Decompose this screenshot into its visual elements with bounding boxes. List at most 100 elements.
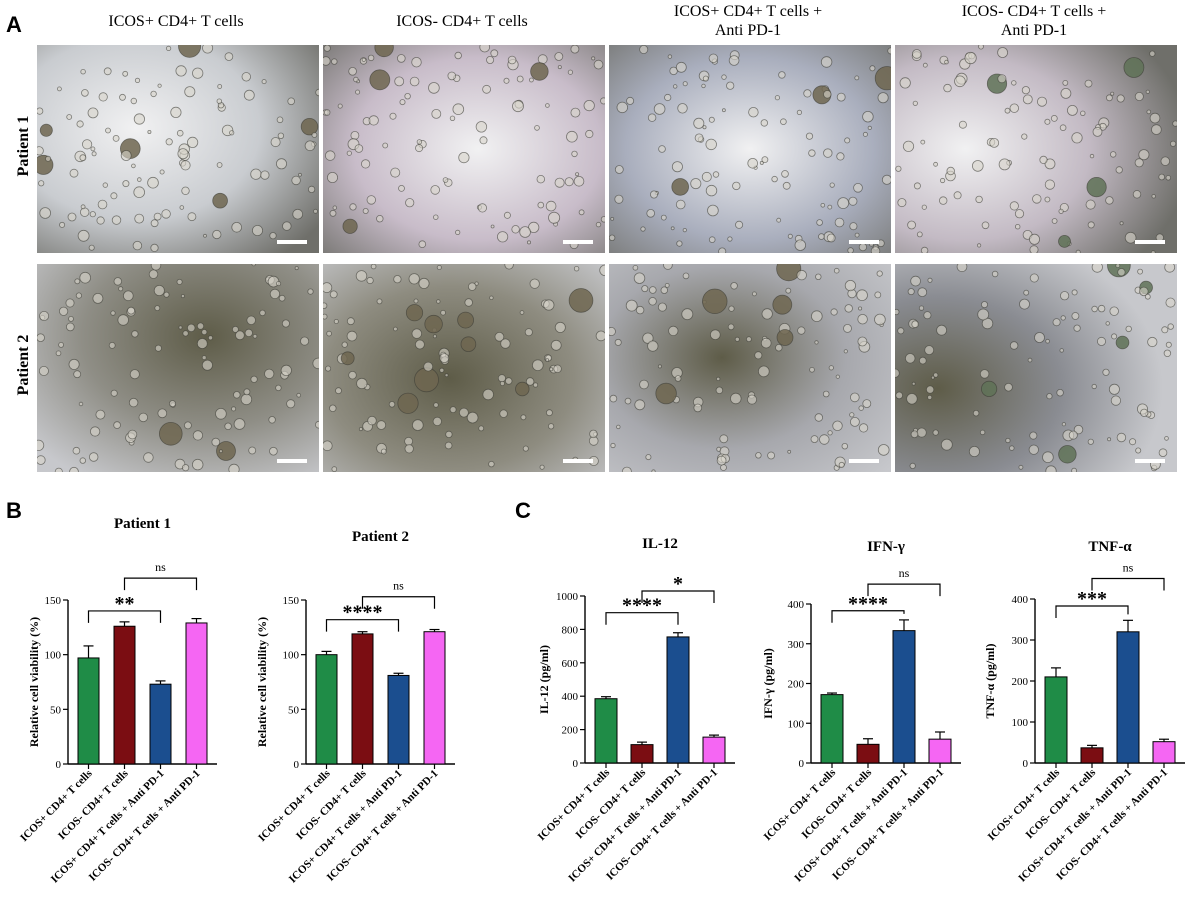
bar [351,633,374,765]
bar [1044,676,1068,764]
significance-label: *** [1077,588,1107,610]
column-header-3-line-2: Anti PD-1 [714,22,782,39]
chart-title: IFN-γ [867,539,905,555]
scale-bar [277,240,307,244]
significance-label: * [673,573,683,595]
bar [856,743,880,764]
micrograph-patient1-icos-neg-antipd1 [895,45,1177,253]
y-tick-label: 400 [1012,594,1029,606]
bar [928,738,952,764]
scale-bar [277,459,307,463]
bar [387,674,410,765]
y-tick-label: 0 [1023,758,1029,770]
y-tick-label: 150 [283,595,300,607]
significance-label: **** [343,602,383,624]
y-axis-label: IL-12 (pg/ml) [537,645,551,714]
bar [315,654,338,765]
chart-title: TNF-α [1088,539,1132,555]
bar [630,744,654,764]
y-tick-label: 600 [562,658,579,670]
y-tick-label: 150 [45,595,62,607]
significance-bracket [87,610,162,623]
y-tick-label: 0 [573,758,579,770]
micrograph-patient2-icos-neg-antipd1 [895,264,1177,472]
y-tick-label: 100 [1012,717,1029,729]
bar [702,736,726,764]
significance-bracket [867,583,941,597]
y-tick-label: 0 [799,758,805,770]
significance-bracket [361,596,436,609]
column-header-3-line-1: ICOS+ CD4+ T cells + [673,3,823,20]
y-tick-label: 1000 [556,591,579,603]
micrograph-patient2-icos-neg [323,264,605,472]
scale-bar [563,240,593,244]
scale-bar [1135,459,1165,463]
significance-bracket [1055,605,1129,618]
y-tick-label: 0 [294,759,300,771]
y-tick-label: 200 [1012,676,1029,688]
bar [820,694,844,764]
significance-label: ns [155,560,166,574]
bar [1080,747,1104,764]
significance-label: ** [115,593,135,615]
chart-title: Patient 2 [352,529,409,545]
y-tick-label: 100 [788,718,805,730]
y-tick-label: 300 [1012,635,1029,647]
y-tick-label: 50 [50,704,62,716]
significance-bracket [831,610,905,623]
column-header-4-line-2: Anti PD-1 [1000,22,1068,39]
significance-bracket [1091,577,1165,591]
panel-label-b: B [6,498,22,523]
significance-label: ns [1123,561,1134,575]
chart-b2: Patient 2 Relative cell viability (%) 0 50 1… [255,529,455,886]
column-header-4-line-1: ICOS- CD4+ T cells + [961,3,1107,20]
bar [892,630,916,764]
bar [423,631,446,765]
column-header-3: ICOS+ CD4+ T cells + Anti PD-1 [608,2,888,40]
y-tick-label: 100 [45,650,62,662]
y-tick-label: 100 [283,650,300,662]
y-axis-label: Relative cell viability (%) [255,617,269,747]
scale-bar [563,459,593,463]
y-tick-label: 0 [56,759,62,771]
bar [113,625,136,765]
y-tick-label: 300 [788,639,805,651]
y-tick-label: 400 [562,691,579,703]
column-header-2: ICOS- CD4+ T cells [322,12,602,31]
significance-label: **** [848,593,888,615]
scale-bar [849,240,879,244]
significance-bracket [325,619,400,632]
y-tick-label: 800 [562,624,579,636]
bar [77,657,100,765]
bar [149,683,172,765]
bar [1152,741,1176,764]
significance-bracket [123,577,198,591]
significance-label: ns [393,579,404,593]
chart-title: Patient 1 [114,516,171,532]
y-axis-label: Relative cell viability (%) [27,617,41,747]
column-header-2-line-1: ICOS- CD4+ T cells [396,13,528,30]
bar [185,622,208,765]
significance-label: ns [899,566,910,580]
y-tick-label: 50 [288,704,300,716]
y-axis-label: TNF-α (pg/ml) [983,643,997,718]
chart-title: IL-12 [642,536,678,552]
significance-bracket [641,590,715,603]
micrograph-patient1-icos-neg [323,45,605,253]
y-axis-label: IFN-γ (pg/ml) [761,648,775,719]
micrograph-patient1-icos-pos-antipd1 [609,45,891,253]
panel-label-a: A [6,12,22,37]
column-header-1-line-1: ICOS+ CD4+ T cells [108,13,244,30]
scale-bar [849,459,879,463]
bar [1116,631,1140,764]
y-tick-label: 400 [788,599,805,611]
micrograph-patient1-icos-pos [37,45,319,253]
column-header-4: ICOS- CD4+ T cells + Anti PD-1 [894,2,1174,40]
chart-b1: Patient 1 Relative cell viability (%) 0 50 1… [18,516,217,886]
y-tick-label: 200 [788,679,805,691]
